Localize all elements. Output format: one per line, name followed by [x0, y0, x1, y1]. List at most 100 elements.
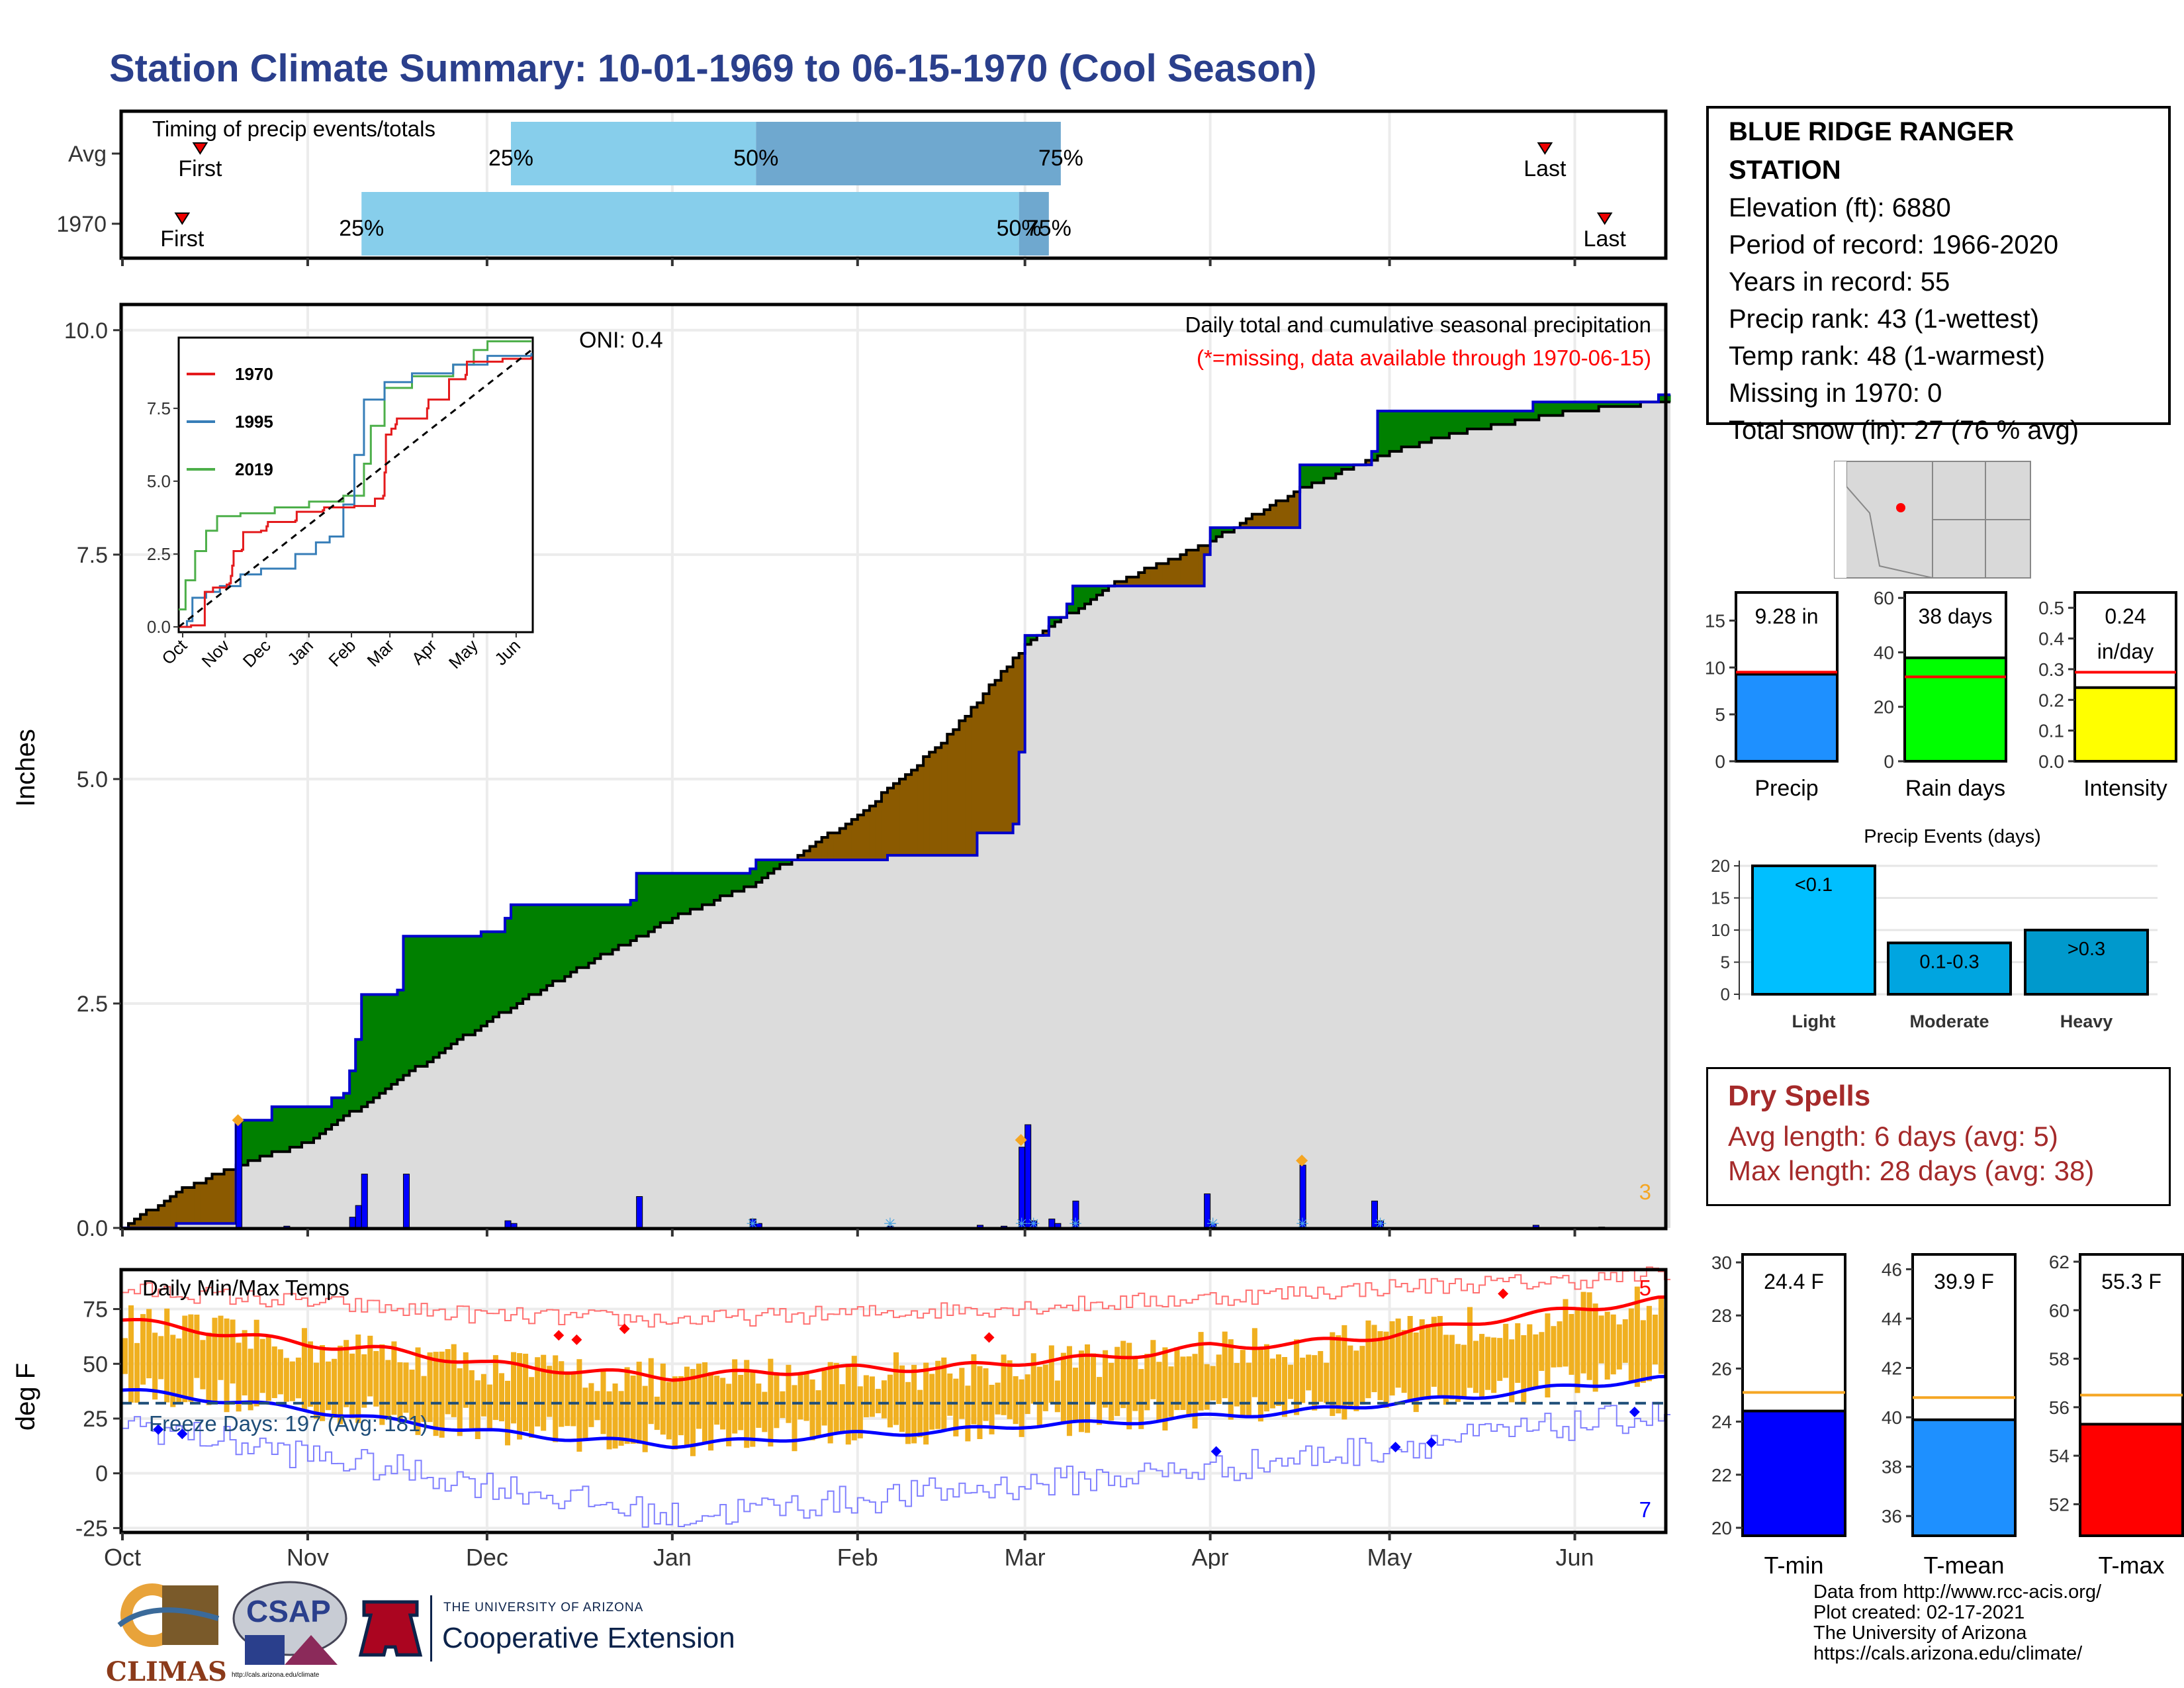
daily-temp-range-bar	[750, 1372, 756, 1447]
daily-temp-range-bar	[1306, 1354, 1312, 1391]
daily-temp-range-bar	[594, 1391, 600, 1421]
above-average-fill	[1443, 410, 1450, 438]
station-info-line: Missing in 1970: 0	[1729, 379, 1942, 408]
below-average-fill	[821, 837, 829, 860]
events-category-label: Moderate	[1909, 1011, 1989, 1031]
above-average-fill	[762, 859, 768, 878]
above-average-fill	[1491, 410, 1498, 425]
ua-big-text: Cooperative Extension	[442, 1622, 735, 1654]
daily-temp-range-bar	[1580, 1291, 1586, 1374]
inset-y-tick-label: 7.5	[147, 399, 171, 418]
temp-y-tick-label: 50	[83, 1352, 108, 1377]
temp-count-top: 5	[1639, 1276, 1651, 1300]
below-average-fill	[134, 1219, 141, 1228]
below-average-fill	[809, 846, 817, 860]
below-average-fill	[941, 743, 948, 856]
daily-temp-range-bar	[1115, 1346, 1120, 1417]
footer-credits: Data from http://www.rcc-acis.org/ Plot …	[1813, 1582, 2101, 1664]
last-event-marker	[1537, 142, 1553, 155]
daily-temp-range-bar	[1097, 1377, 1103, 1425]
daily-temp-range-bar	[774, 1374, 780, 1429]
daily-temp-range-bar	[803, 1372, 809, 1421]
temp-summary-value: 39.9 F	[1934, 1270, 1994, 1293]
events-bar-label: 0.1-0.3	[1919, 951, 1979, 972]
below-average-fill	[1138, 572, 1145, 586]
daily-temp-range-bar	[1144, 1354, 1150, 1411]
daily-temp-range-bar	[439, 1351, 445, 1438]
daily-temp-range-bar	[1109, 1362, 1115, 1421]
above-average-fill	[271, 1106, 279, 1152]
daily-temp-range-bar	[176, 1338, 182, 1403]
station-info-line: Temp rank: 48 (1-warmest)	[1729, 342, 2045, 371]
daily-temp-range-bar	[756, 1383, 762, 1428]
above-average-fill	[1072, 586, 1079, 613]
below-average-fill	[158, 1205, 165, 1228]
summary-bar-y-tick-label: 0	[1715, 751, 1725, 772]
daily-temp-range-bar	[1509, 1339, 1515, 1403]
above-average-fill	[654, 873, 661, 927]
above-average-fill	[547, 904, 553, 986]
below-average-fill	[857, 815, 864, 860]
above-average-fill	[1222, 528, 1229, 532]
daily-temp-range-bar	[947, 1373, 953, 1416]
above-average-fill	[379, 994, 386, 1094]
daily-temp-range-bar	[732, 1359, 738, 1434]
below-average-fill	[1198, 545, 1205, 586]
daily-temp-range-bar	[1257, 1348, 1263, 1422]
above-average-fill	[744, 873, 751, 887]
daily-temp-range-bar	[696, 1364, 702, 1429]
below-average-fill	[146, 1209, 153, 1228]
below-average-fill	[1144, 568, 1151, 586]
above-average-fill	[1312, 465, 1318, 483]
above-average-fill	[535, 904, 541, 995]
daily-precip-bar	[402, 1174, 410, 1229]
daily-temp-range-bar	[517, 1353, 523, 1440]
temp-summary-y-tick-label: 44	[1882, 1309, 1902, 1329]
above-average-fill	[780, 859, 786, 865]
avg-cumulative-line	[122, 400, 1671, 1229]
daily-precip-bar	[1048, 1218, 1056, 1229]
below-average-fill	[1365, 460, 1372, 465]
temp-summary-y-tick-label: 30	[1711, 1252, 1732, 1273]
above-average-fill	[361, 994, 368, 1107]
events-bar	[1887, 941, 2012, 996]
temp-summary-y-tick-label: 42	[1882, 1358, 1902, 1378]
above-average-fill	[642, 873, 649, 937]
temp-summary-y-tick-label: 28	[1711, 1305, 1732, 1326]
above-average-fill	[541, 904, 547, 990]
above-average-fill	[1497, 410, 1504, 425]
daily-temp-range-bar	[182, 1315, 188, 1403]
station-info-line: Elevation (ft): 6880	[1729, 193, 1951, 222]
daily-temp-range-bar	[355, 1335, 361, 1423]
below-average-fill	[128, 1223, 135, 1228]
above-average-fill	[1437, 410, 1444, 438]
snow-marker: ✳	[1373, 1215, 1387, 1233]
below-average-fill	[815, 841, 823, 860]
daily-temp-range-bar	[1251, 1328, 1257, 1397]
timing-bar-second-half	[1019, 192, 1049, 256]
daily-temp-range-bar	[666, 1382, 672, 1440]
month-label: Apr	[1192, 1544, 1229, 1569]
above-average-fill	[343, 1093, 350, 1116]
daily-temp-range-bar	[492, 1355, 498, 1421]
above-average-fill	[1521, 410, 1527, 420]
below-average-fill	[1120, 581, 1127, 586]
snow-marker: ✳	[1069, 1215, 1082, 1233]
temp-summary-y-tick-label: 60	[2049, 1300, 2070, 1321]
below-average-fill	[1263, 510, 1271, 528]
daily-temp-range-bar	[1174, 1347, 1180, 1411]
events-category-label: Light	[1792, 1011, 1836, 1031]
events-bar	[1751, 865, 1876, 996]
timing-frame	[119, 109, 1668, 260]
above-average-fill	[594, 904, 601, 959]
inset-legend-label: 1970	[235, 364, 273, 384]
above-average-fill	[1324, 465, 1330, 479]
above-average-fill	[1574, 402, 1582, 411]
daily-temp-range-bar	[1604, 1311, 1610, 1380]
below-average-fill	[1282, 500, 1289, 528]
last-event-label: Last	[1584, 226, 1627, 252]
below-average-fill	[1186, 550, 1193, 586]
below-average-fill	[893, 783, 900, 856]
inset-legend-label: 1995	[235, 412, 273, 432]
month-label: Feb	[837, 1544, 878, 1569]
